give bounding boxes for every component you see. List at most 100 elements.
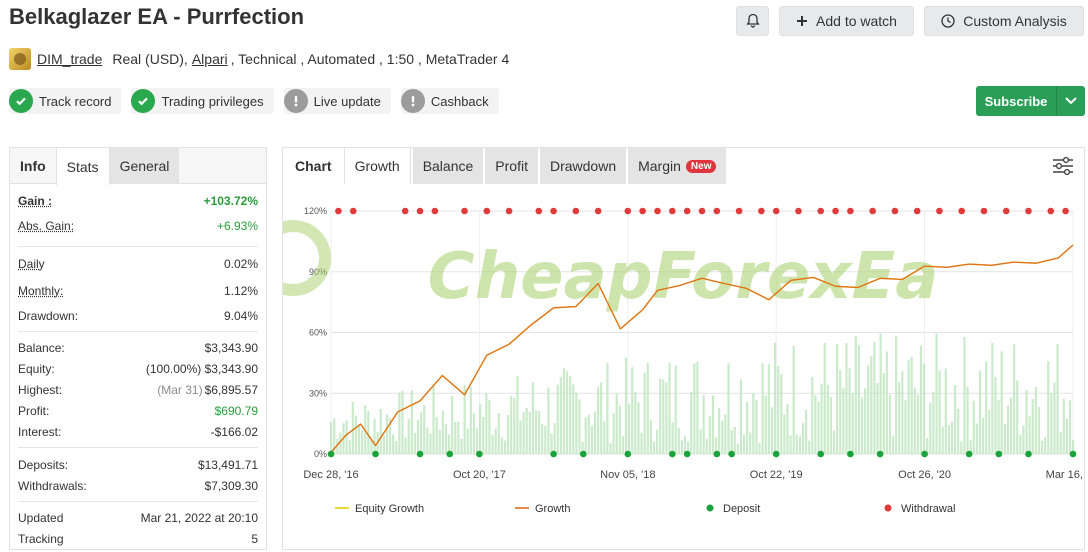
volume-bar xyxy=(879,333,882,454)
status-badges: Track record Trading privileges Live upd… xyxy=(9,88,499,114)
volume-bar xyxy=(388,418,392,454)
legend-label: Growth xyxy=(535,503,570,515)
stat-drawdown: Drawdown: 9.04% xyxy=(18,309,258,323)
x-tick-label: Nov 05, '18 xyxy=(600,469,655,481)
tab-margin[interactable]: Margin New xyxy=(628,148,727,184)
stat-value: 0.02% xyxy=(223,257,258,271)
volume-bar xyxy=(556,384,559,454)
volume-bar xyxy=(348,440,351,454)
volume-bar xyxy=(907,360,910,454)
volume-bar xyxy=(587,414,590,454)
deposit-dot xyxy=(579,450,587,458)
badge-track-record: Track record xyxy=(9,88,122,114)
volume-bar xyxy=(926,438,929,454)
stat-label[interactable]: Monthly: xyxy=(18,284,64,298)
deposit-dot xyxy=(876,450,884,458)
alert-button[interactable] xyxy=(736,6,769,36)
stat-value: (100.00%) $3,343.90 xyxy=(146,362,258,376)
volume-bar xyxy=(829,396,833,454)
custom-analysis-button[interactable]: Custom Analysis xyxy=(924,6,1084,36)
volume-bar xyxy=(330,422,333,454)
stat-value: +6.93% xyxy=(216,219,258,233)
subscribe-label[interactable]: Subscribe xyxy=(976,86,1057,116)
volume-bar xyxy=(1040,440,1044,454)
volume-bar xyxy=(534,410,538,454)
tab-info[interactable]: Info xyxy=(10,148,56,183)
broker-link[interactable]: Alpari xyxy=(191,51,228,67)
stat-gain: Gain : +103.72% xyxy=(18,194,258,208)
volume-bar xyxy=(904,400,907,454)
volume-bar xyxy=(643,372,646,454)
volume-bar xyxy=(510,395,513,454)
volume-bar xyxy=(662,379,665,454)
volume-bar xyxy=(749,432,752,454)
volume-bar xyxy=(919,345,923,454)
avatar[interactable] xyxy=(9,48,31,70)
volume-bar xyxy=(621,436,625,454)
stat-label: Drawdown: xyxy=(18,309,79,323)
withdrawal-dot xyxy=(535,207,543,215)
volume-bar xyxy=(373,418,376,454)
volume-bar xyxy=(628,403,631,454)
deposit-dot xyxy=(772,450,780,458)
divider xyxy=(18,447,258,448)
stat-label[interactable]: Abs. Gain: xyxy=(18,219,75,233)
volume-bar xyxy=(690,392,693,454)
volume-bar xyxy=(491,434,494,454)
stat-updated: Updated Mar 21, 2022 at 20:10 xyxy=(18,511,258,525)
volume-bar xyxy=(565,371,569,454)
stat-label[interactable]: Gain : xyxy=(18,194,53,208)
volume-bar xyxy=(339,432,342,454)
tab-drawdown[interactable]: Drawdown xyxy=(539,148,627,184)
volume-bar xyxy=(777,365,780,454)
volume-bar xyxy=(761,363,764,454)
badge-label: Trading privileges xyxy=(161,93,264,109)
volume-bar xyxy=(699,429,702,454)
chart-settings-button[interactable] xyxy=(1052,156,1074,181)
volume-bar xyxy=(839,370,842,454)
deposit-dot xyxy=(921,450,928,458)
withdrawal-dot xyxy=(639,207,646,215)
volume-bar xyxy=(600,382,603,454)
stat-label[interactable]: Daily xyxy=(18,257,45,271)
volume-bar xyxy=(550,433,553,454)
volume-bar xyxy=(454,421,457,454)
volume-bar xyxy=(538,411,541,454)
y-tick-label: 0% xyxy=(314,449,327,459)
volume-bar xyxy=(721,420,724,454)
volume-bar xyxy=(420,412,423,454)
volume-bar xyxy=(472,413,476,454)
subscribe-button[interactable]: Subscribe xyxy=(976,86,1085,116)
tab-profit[interactable]: Profit xyxy=(485,148,538,184)
volume-bar xyxy=(981,417,985,454)
growth-chart[interactable]: 0%30%60%90%120%Dec 28, '16 Oct 20, '17 Nov… xyxy=(283,188,1084,549)
volume-bar xyxy=(950,421,954,454)
tab-growth[interactable]: Growth xyxy=(343,148,411,184)
tab-stats[interactable]: Stats xyxy=(55,148,110,185)
check-icon xyxy=(9,89,33,113)
stat-value: Mar 21, 2022 at 20:10 xyxy=(140,511,258,525)
volume-bar xyxy=(752,393,755,454)
volume-bar xyxy=(913,387,916,454)
volume-bar xyxy=(988,409,991,454)
add-to-watch-button[interactable]: Add to watch xyxy=(779,6,914,36)
volume-bar xyxy=(938,370,941,454)
volume-bar xyxy=(407,419,410,454)
stat-value: (Mar 31) $6,895.57 xyxy=(157,383,258,397)
volume-bar xyxy=(671,422,674,454)
volume-bar xyxy=(584,417,587,454)
volume-bar xyxy=(972,400,975,454)
volume-bar xyxy=(808,440,811,454)
volume-bar xyxy=(581,441,584,454)
volume-bar xyxy=(1068,400,1072,454)
subscribe-dropdown[interactable] xyxy=(1057,86,1085,116)
tab-balance[interactable]: Balance xyxy=(412,148,484,184)
stat-value: $7,309.30 xyxy=(204,479,258,493)
volume-bar xyxy=(541,424,544,454)
withdrawal-dot xyxy=(461,207,468,215)
author-link[interactable]: DIM_trade xyxy=(37,51,103,67)
tab-general[interactable]: General xyxy=(109,148,180,183)
deposit-dot xyxy=(847,450,854,458)
volume-bar xyxy=(941,426,944,454)
withdrawal-dot xyxy=(572,207,580,215)
